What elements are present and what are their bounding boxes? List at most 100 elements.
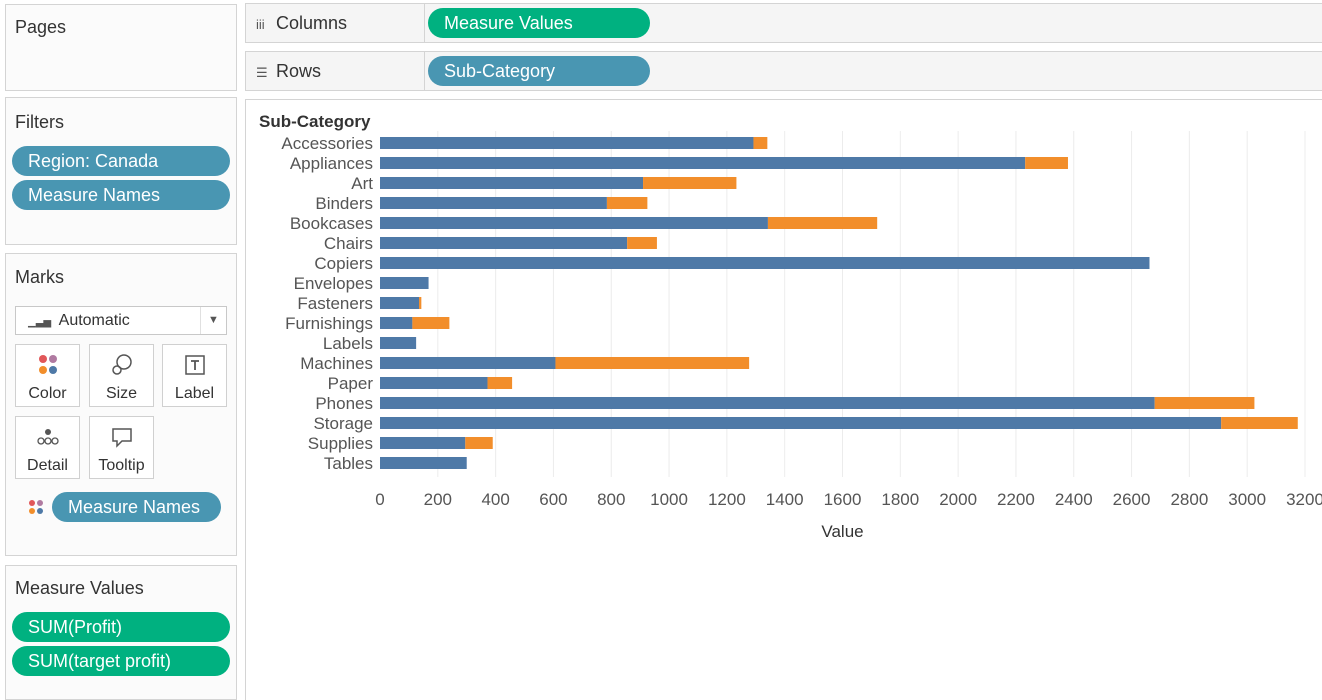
rows-pill-sub-category[interactable]: Sub-Category	[428, 56, 650, 86]
bar-profit-15	[380, 437, 466, 449]
bar-target-15	[465, 437, 493, 449]
category-label-5: Chairs	[324, 234, 373, 253]
columns-label-text: Columns	[276, 13, 348, 33]
x-axis-label: Value	[821, 522, 863, 541]
x-tick-label-1: 200	[424, 490, 452, 509]
bar-profit-9	[380, 317, 413, 329]
x-tick-label-10: 2000	[939, 490, 977, 509]
x-tick-label-16: 3200	[1286, 490, 1322, 509]
color-pill-measure-names[interactable]: Measure Names	[52, 492, 221, 522]
x-tick-label-11: 2200	[997, 490, 1035, 509]
tooltip-button[interactable]: Tooltip	[89, 416, 154, 479]
chevron-down-icon[interactable]: ▼	[200, 307, 226, 334]
category-label-13: Phones	[315, 394, 373, 413]
tooltip-icon	[112, 428, 132, 448]
x-tick-label-7: 1400	[766, 490, 804, 509]
x-tick-label-12: 2400	[1055, 490, 1093, 509]
bar-profit-8	[380, 297, 420, 309]
bar-profit-3	[380, 197, 607, 209]
color-button[interactable]: Color	[15, 344, 80, 407]
x-tick-label-4: 800	[597, 490, 625, 509]
category-label-15: Supplies	[308, 434, 373, 453]
bar-target-0	[753, 137, 768, 149]
bar-target-14	[1221, 417, 1298, 429]
category-label-11: Machines	[300, 354, 373, 373]
tooltip-label: Tooltip	[98, 457, 145, 474]
bar-target-13	[1154, 397, 1255, 409]
x-tick-label-3: 600	[539, 490, 567, 509]
bar-profit-12	[380, 377, 488, 389]
category-label-12: Paper	[328, 374, 374, 393]
x-tick-label-14: 2800	[1170, 490, 1208, 509]
measure-pill-sum-profit[interactable]: SUM(Profit)	[12, 612, 230, 642]
bar-chart: Sub-Category AccessoriesAppliancesArtBind…	[259, 112, 1322, 541]
color-icon	[39, 355, 57, 374]
x-tick-label-0: 0	[375, 490, 384, 509]
size-label: Size	[105, 385, 138, 402]
bar-profit-2	[380, 177, 644, 189]
category-label-2: Art	[351, 174, 373, 193]
category-label-8: Fasteners	[297, 294, 373, 313]
measure-values-title: Measure Values	[15, 578, 144, 598]
rows-shelf-label: ☰ Rows	[246, 52, 425, 90]
detail-label: Detail	[27, 457, 68, 474]
bar-chart-icon: ▁▃▅	[28, 317, 52, 328]
size-button[interactable]: Size	[89, 344, 154, 407]
category-label-4: Bookcases	[290, 214, 373, 233]
columns-icon: iii	[256, 17, 265, 32]
color-legend-icon	[29, 500, 43, 514]
bar-profit-16	[380, 457, 467, 469]
filters-title: Filters	[15, 112, 64, 132]
category-label-9: Furnishings	[285, 314, 373, 333]
category-label-6: Copiers	[314, 254, 373, 273]
pages-title: Pages	[15, 17, 67, 37]
category-label-1: Appliances	[290, 154, 373, 173]
category-label-3: Binders	[315, 194, 373, 213]
measure-pill-sum-target-profit[interactable]: SUM(target profit)	[12, 646, 230, 676]
mark-type-dropdown[interactable]: ▁▃▅ Automatic ▼	[15, 306, 227, 335]
row-header: Sub-Category	[259, 112, 371, 131]
columns-pill-measure-values[interactable]: Measure Values	[428, 8, 650, 38]
text-label-icon	[185, 355, 205, 375]
filter-pill-measure-names[interactable]: Measure Names	[12, 180, 230, 210]
detail-icon	[37, 429, 59, 445]
bar-profit-4	[380, 217, 768, 229]
pages-card: Pages	[5, 4, 237, 91]
rows-label-text: Rows	[276, 61, 322, 81]
bar-target-8	[419, 297, 422, 309]
label-label: Label	[174, 385, 215, 402]
x-tick-label-2: 400	[481, 490, 509, 509]
chart-area: Sub-Category Accessories Appliances Art Bind…	[245, 99, 1322, 700]
columns-shelf[interactable]: iii Columns	[245, 3, 1322, 43]
bar-profit-1	[380, 157, 1026, 169]
bar-target-3	[606, 197, 648, 209]
bar-profit-7	[380, 277, 429, 289]
bar-profit-0	[380, 137, 754, 149]
rows-icon: ☰	[256, 65, 268, 80]
size-icon	[112, 354, 132, 375]
bar-target-11	[555, 357, 750, 369]
category-label-10: Labels	[323, 334, 373, 353]
bar-profit-6	[380, 257, 1150, 269]
filter-pill-region[interactable]: Region: Canada	[12, 146, 230, 176]
category-label-0: Accessories	[281, 134, 373, 153]
mark-type-value: Automatic	[58, 312, 130, 329]
label-button[interactable]: Label	[162, 344, 227, 407]
x-tick-label-15: 3000	[1228, 490, 1266, 509]
bar-target-4	[767, 217, 878, 229]
bar-target-12	[487, 377, 513, 389]
bar-target-9	[412, 317, 450, 329]
columns-shelf-label: iii Columns	[246, 4, 425, 42]
detail-button[interactable]: Detail	[15, 416, 80, 479]
bar-profit-14	[380, 417, 1222, 429]
bar-profit-5	[380, 237, 628, 249]
category-label-14: Storage	[313, 414, 373, 433]
bar-target-2	[643, 177, 737, 189]
category-label-7: Envelopes	[294, 274, 373, 293]
rows-shelf[interactable]: ☰ Rows	[245, 51, 1322, 91]
bar-target-1	[1025, 157, 1068, 169]
color-label: Color	[28, 385, 67, 402]
x-tick-label-5: 1000	[650, 490, 688, 509]
bar-target-5	[627, 237, 657, 249]
x-tick-label-8: 1600	[824, 490, 862, 509]
